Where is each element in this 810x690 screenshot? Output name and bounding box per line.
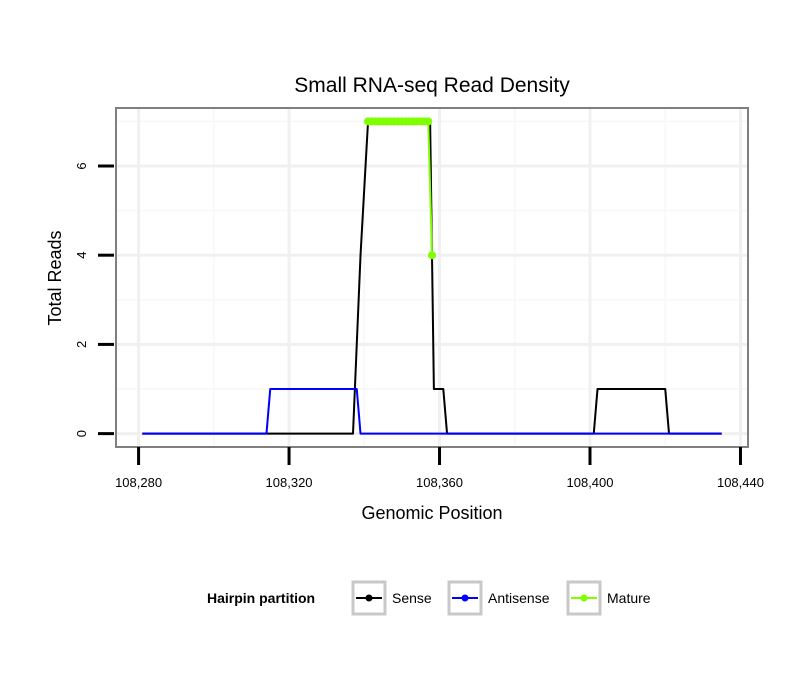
legend-item-sense: Sense: [351, 580, 432, 616]
legend-item-antisense: Antisense: [447, 580, 550, 616]
legend-title: Hairpin partition: [207, 590, 315, 606]
x-tick-label: 108,360: [416, 475, 463, 490]
chart-title: Small RNA-seq Read Density: [294, 74, 570, 97]
plot-border: [115, 107, 749, 448]
series-line-sense: [142, 120, 722, 435]
y-tick-label: 0: [74, 430, 89, 437]
x-tick-label: 108,400: [567, 475, 614, 490]
y-tick-label: 4: [74, 252, 89, 259]
series-line-antisense: [142, 388, 722, 435]
y-axis-title: Total Reads: [45, 230, 65, 325]
x-tick-label: 108,320: [266, 475, 313, 490]
data-point-mature: [424, 117, 433, 126]
legend-point-mature: [580, 594, 588, 602]
data-point-mature: [428, 251, 436, 260]
x-tick-label: 108,440: [717, 475, 764, 490]
legend: Hairpin partition Sense Antisense Mature: [207, 580, 651, 616]
x-axis: 108,280 108,320 108,360 108,400 108,440: [115, 447, 764, 490]
legend-label-sense: Sense: [392, 590, 432, 606]
legend-point-antisense: [461, 594, 469, 602]
x-tick-label: 108,280: [115, 475, 162, 490]
legend-label-antisense: Antisense: [488, 590, 550, 606]
legend-item-mature: Mature: [566, 580, 651, 616]
y-tick-label: 2: [74, 341, 89, 348]
legend-label-mature: Mature: [607, 590, 651, 606]
y-axis: 0 2 4 6: [74, 162, 114, 437]
series-layer: [142, 117, 722, 435]
legend-point-sense: [365, 594, 373, 602]
y-tick-label: 6: [74, 162, 89, 169]
x-axis-title: Genomic Position: [361, 503, 502, 523]
